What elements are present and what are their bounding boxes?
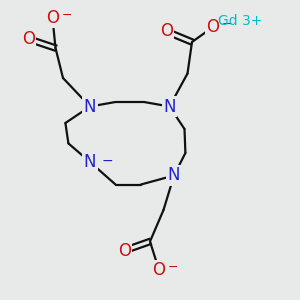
Text: O: O — [160, 22, 173, 40]
Text: O: O — [118, 242, 131, 260]
Text: O: O — [206, 18, 219, 36]
Text: O: O — [22, 30, 35, 48]
Text: O: O — [46, 9, 59, 27]
Text: N: N — [163, 98, 176, 116]
Text: N: N — [168, 167, 180, 184]
Text: −: − — [222, 18, 233, 31]
Text: −: − — [62, 9, 72, 22]
Text: −: − — [168, 261, 179, 274]
Text: N: N — [84, 98, 96, 116]
Text: Gd 3+: Gd 3+ — [218, 14, 262, 28]
Text: O: O — [152, 261, 165, 279]
Text: N: N — [84, 153, 96, 171]
Text: −: − — [102, 154, 113, 167]
